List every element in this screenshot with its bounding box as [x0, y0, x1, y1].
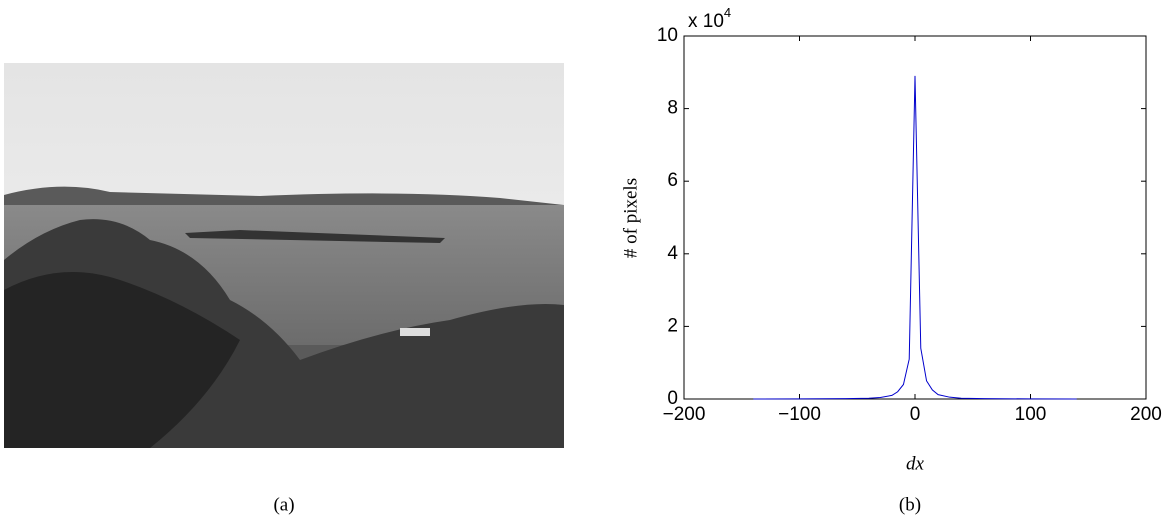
multiplier-base: x 10	[688, 11, 724, 32]
y-tick-label: 8	[667, 98, 678, 119]
y-axis-label: # of pixels	[620, 178, 641, 258]
y-tick-label: 10	[657, 25, 678, 46]
x-tick-label: −200	[663, 404, 706, 425]
y-tick-label: 2	[667, 315, 678, 336]
data-line	[753, 75, 1077, 400]
caption: (b)	[899, 494, 921, 515]
y-tick-label: 0	[667, 388, 678, 409]
y-tick-label: 6	[667, 170, 678, 191]
x-tick-label: 200	[1130, 404, 1162, 425]
x-tick-label: 100	[1015, 404, 1047, 425]
multiplier-exponent: 4	[724, 5, 731, 20]
y-multiplier: x 104	[688, 5, 731, 32]
x-axis-label: dx	[906, 453, 925, 474]
photo	[4, 63, 564, 448]
y-tick-label: 4	[667, 243, 678, 264]
caption: (a)	[273, 494, 294, 515]
x-tick-label: 0	[910, 404, 921, 425]
x-tick-label: −100	[778, 404, 821, 425]
